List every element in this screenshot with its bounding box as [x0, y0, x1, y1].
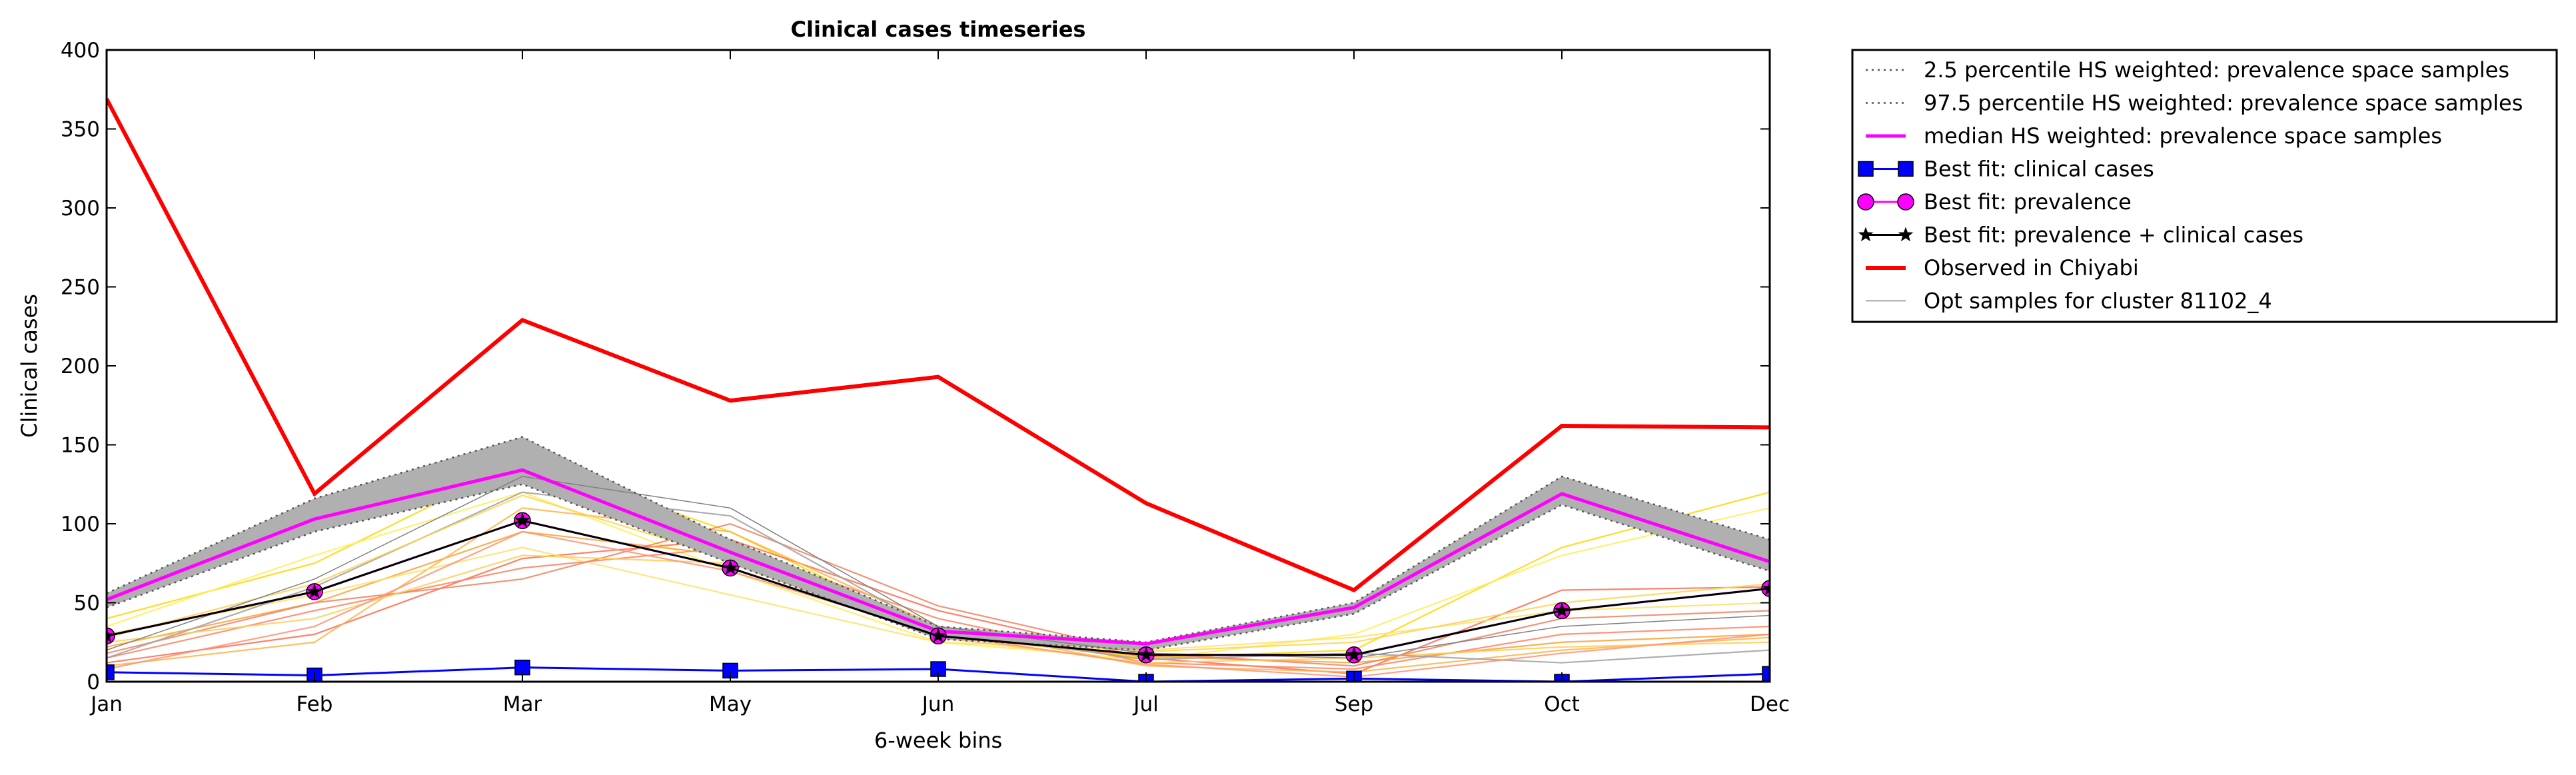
sample-line-3	[107, 546, 1770, 670]
legend-entry-3: Best fit: clinical cases	[1858, 157, 2154, 182]
legend-label: Best fit: clinical cases	[1924, 157, 2154, 182]
legend-label: Best fit: prevalence	[1924, 189, 2132, 215]
y-tick-label: 100	[61, 512, 100, 536]
x-tick-label: Oct	[1544, 692, 1580, 716]
series-line-6	[107, 98, 1770, 592]
plot-marks	[107, 98, 1770, 682]
series-line-7	[107, 476, 1770, 659]
series-line-1	[107, 436, 1770, 644]
plot-area	[107, 98, 1770, 682]
x-tick-label: Sep	[1335, 692, 1373, 716]
axis-ticks: 0 50 100 150 200 250 300 350 400 Jan Feb Mar May Jun J…	[61, 39, 1790, 716]
y-tick-label: 350	[61, 118, 100, 142]
y-tick-label: 0	[87, 670, 100, 694]
y-tick-label: 50	[74, 592, 100, 616]
legend-entry-7: Opt samples for cluster 81102_4	[1866, 289, 2272, 314]
legend-entry-2: median HS weighted: prevalence space sam…	[1866, 123, 2442, 149]
legend-label: Observed in Chiyabi	[1924, 255, 2139, 281]
y-tick-label: 200	[61, 355, 100, 379]
legend-frame	[1851, 49, 2558, 323]
y-tick-label: 150	[61, 434, 100, 458]
legend-entry-1: 97.5 percentile HS weighted: prevalence …	[1866, 91, 2523, 116]
x-tick-label: Dec	[1750, 692, 1790, 716]
legend-label: median HS weighted: prevalence space sam…	[1924, 123, 2442, 149]
legend-label: Best fit: prevalence + clinical cases	[1924, 223, 2303, 248]
legend-marker	[1857, 193, 1874, 211]
legend-marker	[1858, 161, 1874, 177]
legend-entry-6: Observed in Chiyabi	[1866, 255, 2139, 281]
series-4-star-8	[1762, 580, 1770, 595]
legend-label: Opt samples for cluster 81102_4	[1924, 289, 2272, 314]
legend-marker	[1858, 227, 1874, 242]
series-3-point-0	[107, 664, 115, 680]
chart-title: Clinical cases timeseries	[791, 17, 1086, 42]
legend-marker	[1898, 161, 1914, 177]
y-tick-label: 300	[61, 197, 100, 221]
x-tick-label: Mar	[503, 692, 542, 716]
y-tick-label: 400	[61, 39, 100, 63]
x-tick-label: Jul	[1132, 692, 1158, 716]
x-axis-label: 6-week bins	[874, 728, 1002, 753]
legend-entry-5: Best fit: prevalence + clinical cases	[1858, 223, 2303, 248]
series-line-5	[107, 519, 1770, 656]
y-tick-label: 250	[61, 276, 100, 300]
legend-label: 2.5 percentile HS weighted: prevalence s…	[1924, 57, 2509, 83]
legend-label: 97.5 percentile HS weighted: prevalence …	[1924, 91, 2523, 116]
x-tick-label: Jun	[921, 692, 954, 716]
x-tick-label: May	[709, 692, 752, 716]
legend-entry-0: 2.5 percentile HS weighted: prevalence s…	[1866, 57, 2509, 83]
y-axis-label: Clinical cases	[17, 294, 42, 438]
legend: 2.5 percentile HS weighted: prevalence s…	[1851, 49, 2558, 323]
series-3-point-8	[1762, 666, 1770, 682]
legend-entry-4: Best fit: prevalence	[1857, 189, 2132, 215]
legend-marker	[1898, 227, 1914, 242]
sample-line-2	[107, 538, 1770, 675]
x-tick-label: Feb	[297, 692, 333, 716]
x-tick-label: Jan	[89, 692, 123, 716]
legend-marker	[1897, 193, 1914, 211]
